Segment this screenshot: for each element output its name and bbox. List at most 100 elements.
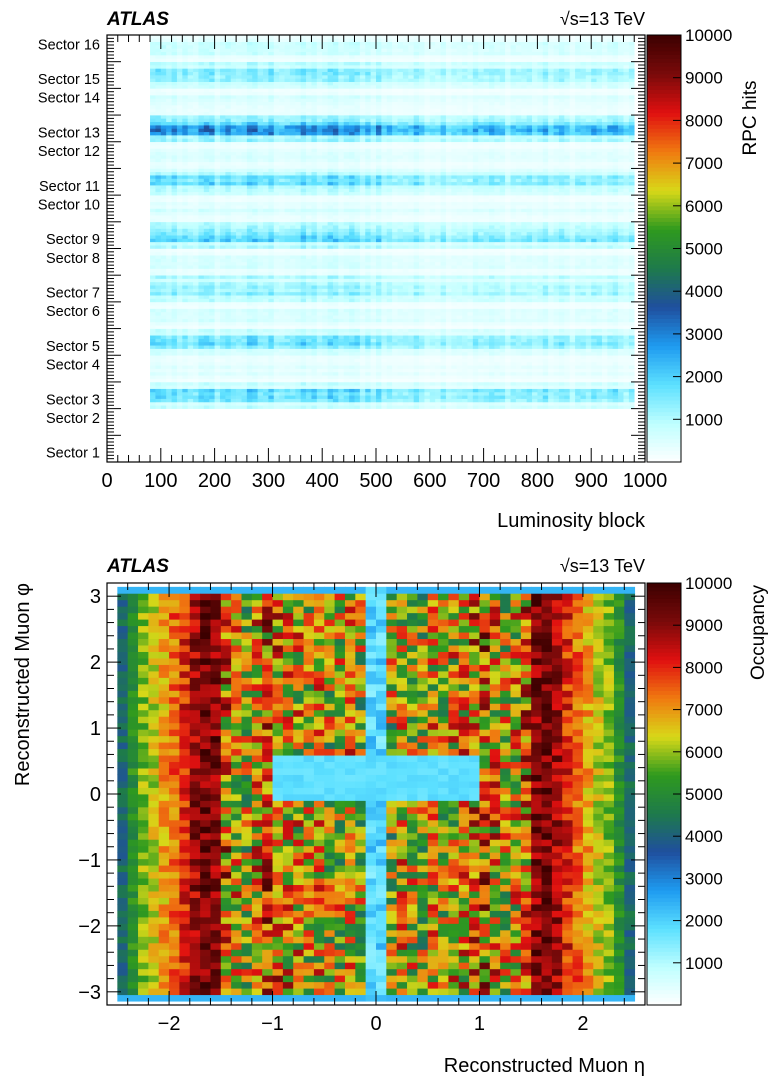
heatmap-cell	[252, 371, 258, 376]
heatmap-cell	[456, 228, 463, 233]
heatmap-cell	[327, 405, 334, 409]
heatmap-cell	[440, 355, 447, 359]
heatmap-cell	[241, 235, 248, 239]
heatmap-cell	[478, 371, 484, 376]
heatmap-cell	[445, 231, 452, 236]
heatmap-cell	[284, 295, 291, 299]
heatmap-cell	[623, 251, 630, 256]
heatmap-cell	[268, 265, 275, 269]
heatmap-cell	[263, 378, 269, 383]
heatmap-cell	[203, 231, 210, 236]
heatmap-cell	[187, 275, 194, 279]
heatmap-cell	[343, 375, 350, 379]
heatmap-cell	[273, 275, 280, 279]
heatmap-cell	[596, 361, 603, 366]
heatmap-cell	[532, 331, 538, 336]
heatmap-cell	[607, 251, 614, 256]
heatmap-cell	[219, 321, 226, 326]
heatmap-cell	[510, 401, 517, 406]
heatmap-cell	[569, 388, 576, 393]
heatmap-cell	[198, 381, 205, 386]
heatmap-cell	[322, 291, 328, 296]
heatmap-cell	[316, 245, 323, 249]
heatmap-cell	[628, 258, 635, 263]
heatmap-cell	[618, 405, 624, 409]
heatmap-cell	[316, 291, 323, 296]
heatmap-cell	[499, 255, 506, 259]
heatmap-cell	[397, 308, 404, 313]
heatmap-cell	[553, 245, 560, 249]
heatmap-cell	[413, 391, 420, 396]
heatmap-cell	[564, 368, 570, 373]
heatmap-cell	[472, 345, 479, 349]
heatmap-cell	[236, 265, 242, 269]
heatmap-cell	[150, 365, 156, 369]
heatmap-cell	[349, 245, 355, 249]
heatmap-cell	[467, 338, 474, 343]
heatmap-cell	[219, 398, 226, 403]
heatmap-cell	[440, 291, 447, 296]
heatmap-cell	[408, 251, 414, 256]
heatmap-cell	[193, 251, 199, 256]
heatmap-cell	[537, 268, 544, 273]
heatmap-cell	[488, 271, 495, 276]
heatmap-cell	[289, 381, 296, 386]
heatmap-cell	[171, 248, 178, 253]
heatmap-cell	[612, 248, 619, 253]
heatmap-cell	[537, 285, 544, 289]
heatmap-cell	[376, 241, 382, 246]
heatmap-cell	[268, 315, 275, 319]
heatmap-cell	[532, 375, 538, 379]
heatmap-cell	[198, 388, 205, 393]
heatmap-cell	[558, 235, 565, 239]
heatmap-cell	[392, 245, 398, 249]
heatmap-cell	[607, 271, 614, 276]
heatmap-cell	[467, 325, 474, 329]
heatmap-cell	[392, 281, 398, 286]
heatmap-cell	[601, 291, 608, 296]
heatmap-cell	[483, 281, 490, 286]
heatmap-cell	[327, 371, 334, 376]
heatmap-cell	[316, 231, 323, 236]
heatmap-cell	[241, 321, 248, 326]
heatmap-cell	[214, 248, 221, 253]
heatmap-cell	[219, 315, 226, 319]
heatmap-cell	[203, 325, 210, 329]
heatmap-cell	[542, 308, 549, 313]
heatmap-cell	[354, 265, 361, 269]
heatmap-cell	[268, 248, 275, 253]
heatmap-cell	[306, 345, 312, 349]
heatmap-cell	[575, 238, 581, 243]
heatmap-cell	[219, 235, 226, 239]
heatmap-cell	[214, 288, 221, 293]
heatmap-cell	[515, 321, 522, 326]
heatmap-cell	[365, 335, 371, 339]
heatmap-cell	[505, 391, 511, 396]
heatmap-cell	[526, 285, 533, 289]
heatmap-cell	[171, 345, 178, 349]
heatmap-cell	[612, 231, 619, 236]
heatmap-cell	[537, 328, 544, 333]
heatmap-cell	[263, 325, 269, 329]
heatmap-cell	[203, 331, 210, 336]
heatmap-cell	[532, 321, 538, 326]
heatmap-cell	[295, 365, 301, 369]
heatmap-cell	[575, 355, 581, 359]
heatmap-cell	[171, 301, 178, 306]
heatmap-cell	[623, 365, 630, 369]
heatmap-cell	[542, 378, 549, 383]
heatmap-cell	[219, 331, 226, 336]
heatmap-cell	[429, 288, 436, 293]
heatmap-cell	[150, 265, 156, 269]
heatmap-cell	[488, 225, 495, 229]
heatmap-cell	[230, 331, 237, 336]
heatmap-cell	[343, 325, 350, 329]
heatmap-cell	[456, 281, 463, 286]
heatmap-cell	[526, 405, 533, 409]
heatmap-cell	[575, 335, 581, 339]
heatmap-cell	[467, 238, 474, 243]
heatmap-cell	[230, 318, 237, 323]
heatmap-cell	[451, 301, 457, 306]
heatmap-cell	[521, 231, 527, 236]
heatmap-cell	[246, 261, 253, 266]
